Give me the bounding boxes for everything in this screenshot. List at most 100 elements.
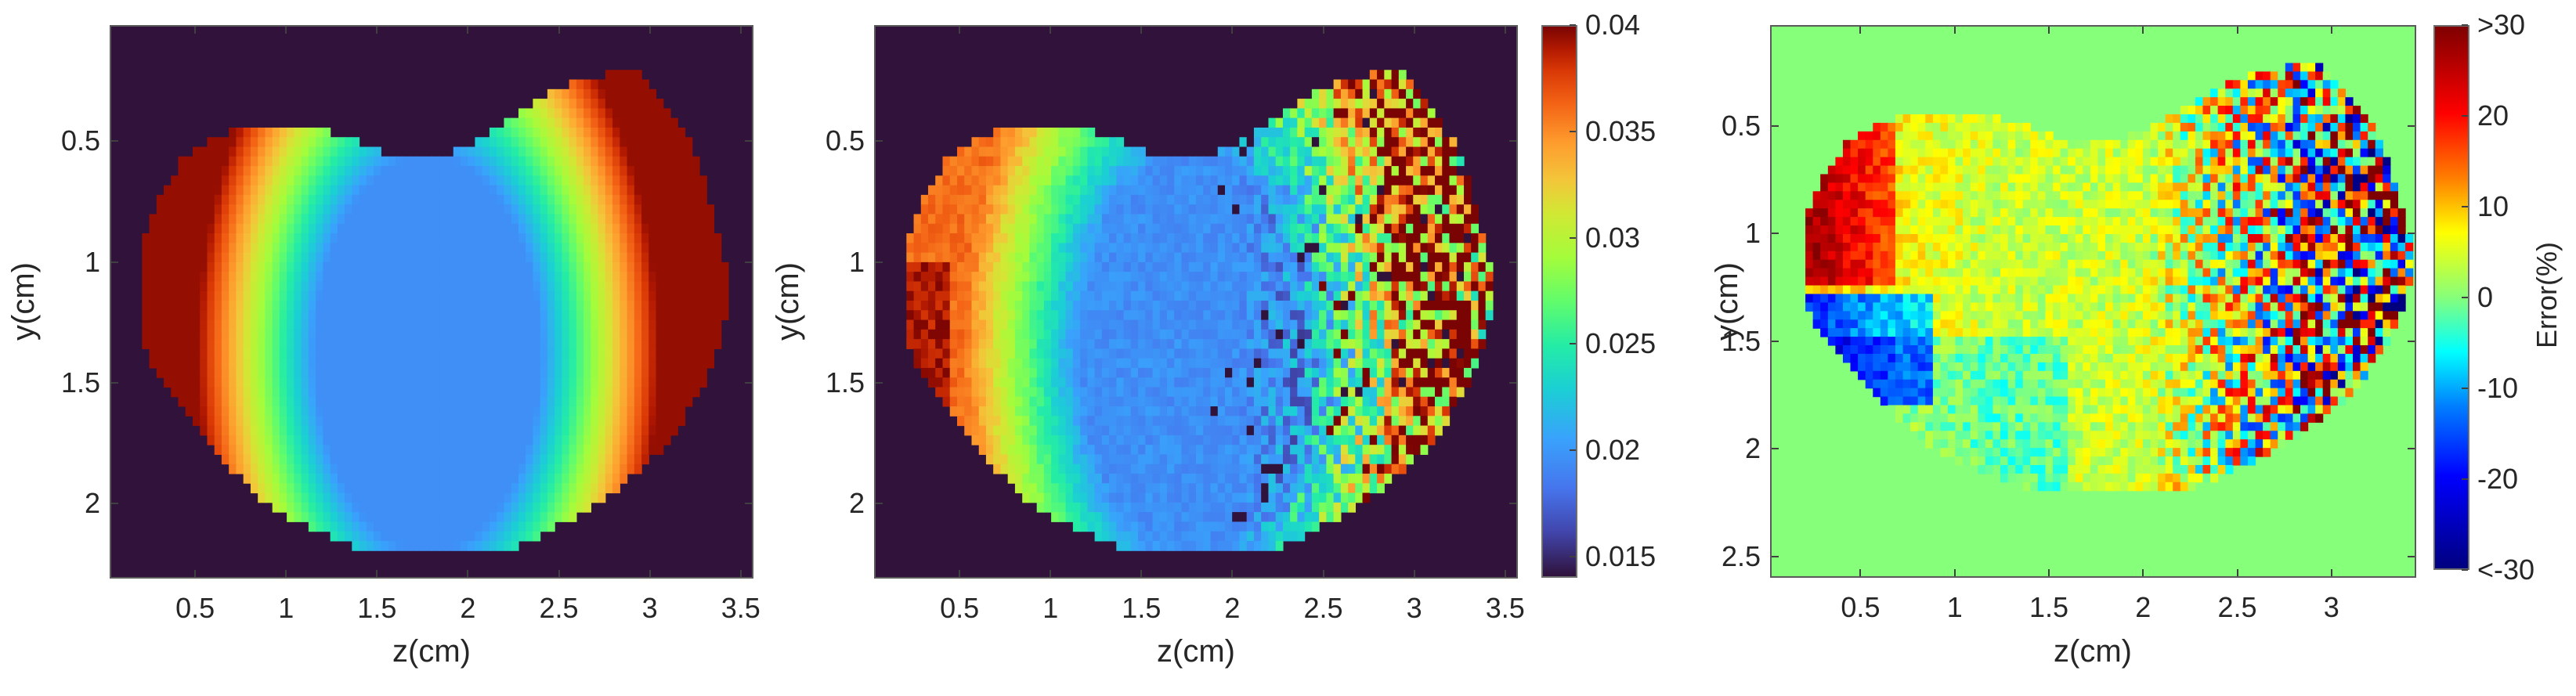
y-tick-mark	[2408, 340, 2415, 342]
x-tick-label: 1.5	[1122, 592, 1162, 624]
colorbar-tick-label: 0.04	[1585, 9, 1641, 41]
y-tick-mark	[876, 503, 883, 505]
x-tick-mark	[1322, 27, 1324, 34]
x-tick-mark	[1504, 570, 1506, 577]
x-tick-mark	[739, 27, 742, 34]
x-tick-label: 1	[1946, 591, 1963, 623]
x-tick-mark	[959, 27, 961, 34]
y-tick-label: 2	[848, 487, 865, 520]
x-tick-mark	[959, 570, 961, 577]
panel-2-colorbar	[1541, 25, 1577, 578]
x-tick-label: 2	[1224, 592, 1241, 624]
colorbar-tick-label: >30	[2477, 9, 2526, 41]
x-tick-mark	[2236, 569, 2238, 576]
colorbar-tick-mark	[2462, 297, 2468, 298]
x-tick-label: 3.5	[1485, 592, 1525, 624]
y-tick-label: 1.5	[825, 366, 865, 398]
x-tick-label: 3	[641, 592, 658, 624]
colorbar-tick-label: <-30	[2477, 554, 2535, 586]
x-tick-mark	[2236, 27, 2238, 34]
panel-1-heatmap	[111, 27, 752, 577]
x-tick-mark	[1140, 27, 1143, 34]
x-tick-label: 2	[2135, 591, 2151, 623]
x-tick-mark	[558, 570, 560, 577]
y-tick-mark	[876, 261, 883, 263]
panel-2-heatmap-axes	[874, 25, 1518, 579]
colorbar-tick-mark	[2462, 569, 2468, 571]
y-tick-label: 1	[1744, 217, 1761, 250]
x-tick-label: 1.5	[2029, 591, 2068, 623]
y-tick-mark	[1509, 140, 1516, 142]
y-tick-label: 2	[1744, 432, 1761, 465]
colorbar-tick-mark	[1570, 449, 1576, 452]
x-tick-label: 0.5	[1841, 591, 1881, 623]
y-tick-mark	[1772, 340, 1779, 342]
x-tick-mark	[285, 570, 287, 577]
x-tick-label: 1	[278, 592, 294, 624]
x-tick-label: 3	[1406, 592, 1422, 624]
x-tick-label: 1	[1042, 592, 1059, 624]
x-tick-mark	[649, 570, 651, 577]
y-tick-mark	[1772, 125, 1779, 128]
panel-3-colorbar-label: Error(%)	[2531, 242, 2563, 348]
y-tick-label: 0.5	[60, 124, 100, 157]
colorbar-tick-mark	[2462, 115, 2468, 117]
panel-3-heatmap	[1772, 27, 2415, 576]
y-tick-mark	[2408, 125, 2415, 128]
colorbar-tick-mark	[1570, 555, 1576, 557]
y-tick-mark	[1509, 503, 1516, 505]
y-tick-mark	[876, 140, 883, 142]
x-tick-mark	[285, 27, 287, 34]
colorbar-tick-mark	[2462, 388, 2468, 389]
x-tick-mark	[194, 27, 197, 34]
colorbar-tick-label: 0.035	[1585, 114, 1657, 147]
y-tick-label: 0.5	[825, 124, 865, 157]
x-tick-label: 0.5	[175, 592, 215, 624]
colorbar-tick-label: 20	[2477, 99, 2509, 132]
y-tick-label: 1	[848, 245, 865, 278]
y-tick-mark	[1772, 233, 1779, 235]
panel-1-y-axis-label: y(cm)	[6, 262, 41, 341]
colorbar-tick-label: -10	[2477, 372, 2519, 404]
y-tick-mark	[2408, 233, 2415, 235]
colorbar-tick-label: 0.025	[1585, 327, 1657, 360]
x-tick-mark	[2047, 569, 2050, 576]
y-tick-mark	[1772, 555, 1779, 557]
x-tick-mark	[739, 570, 742, 577]
x-tick-mark	[1413, 570, 1415, 577]
x-tick-label: 3	[2323, 591, 2339, 623]
x-tick-mark	[2142, 569, 2144, 576]
y-tick-mark	[2408, 448, 2415, 450]
x-tick-mark	[376, 27, 378, 34]
colorbar-tick-label: 0.03	[1585, 221, 1641, 254]
x-tick-label: 1.5	[357, 592, 397, 624]
y-tick-mark	[111, 140, 118, 142]
x-tick-mark	[1953, 27, 1956, 34]
x-tick-mark	[194, 570, 197, 577]
x-tick-label: 2.5	[2217, 591, 2257, 623]
y-tick-mark	[876, 381, 883, 384]
x-tick-mark	[467, 27, 469, 34]
x-tick-mark	[2330, 569, 2332, 576]
x-tick-mark	[1140, 570, 1143, 577]
y-tick-mark	[111, 381, 118, 384]
panel-3-x-axis-label: z(cm)	[2054, 634, 2132, 669]
y-tick-mark	[745, 503, 752, 505]
y-tick-label: 2	[84, 487, 100, 520]
colorbar-tick-label: 0	[2477, 281, 2494, 313]
colorbar-tick-mark	[1570, 343, 1576, 345]
y-tick-mark	[745, 261, 752, 263]
x-tick-mark	[1050, 570, 1052, 577]
x-tick-mark	[2142, 27, 2144, 34]
y-tick-mark	[1509, 261, 1516, 263]
y-tick-mark	[745, 140, 752, 142]
panel-1-heatmap-axes	[110, 25, 753, 579]
colorbar-tick-label: 0.015	[1585, 539, 1657, 572]
x-tick-mark	[376, 570, 378, 577]
x-tick-mark	[1953, 569, 1956, 576]
x-tick-label: 2.5	[1303, 592, 1343, 624]
x-tick-label: 0.5	[940, 592, 980, 624]
colorbar-tick-mark	[2462, 206, 2468, 207]
y-tick-mark	[1772, 448, 1779, 450]
y-tick-label: 2.5	[1721, 539, 1761, 572]
